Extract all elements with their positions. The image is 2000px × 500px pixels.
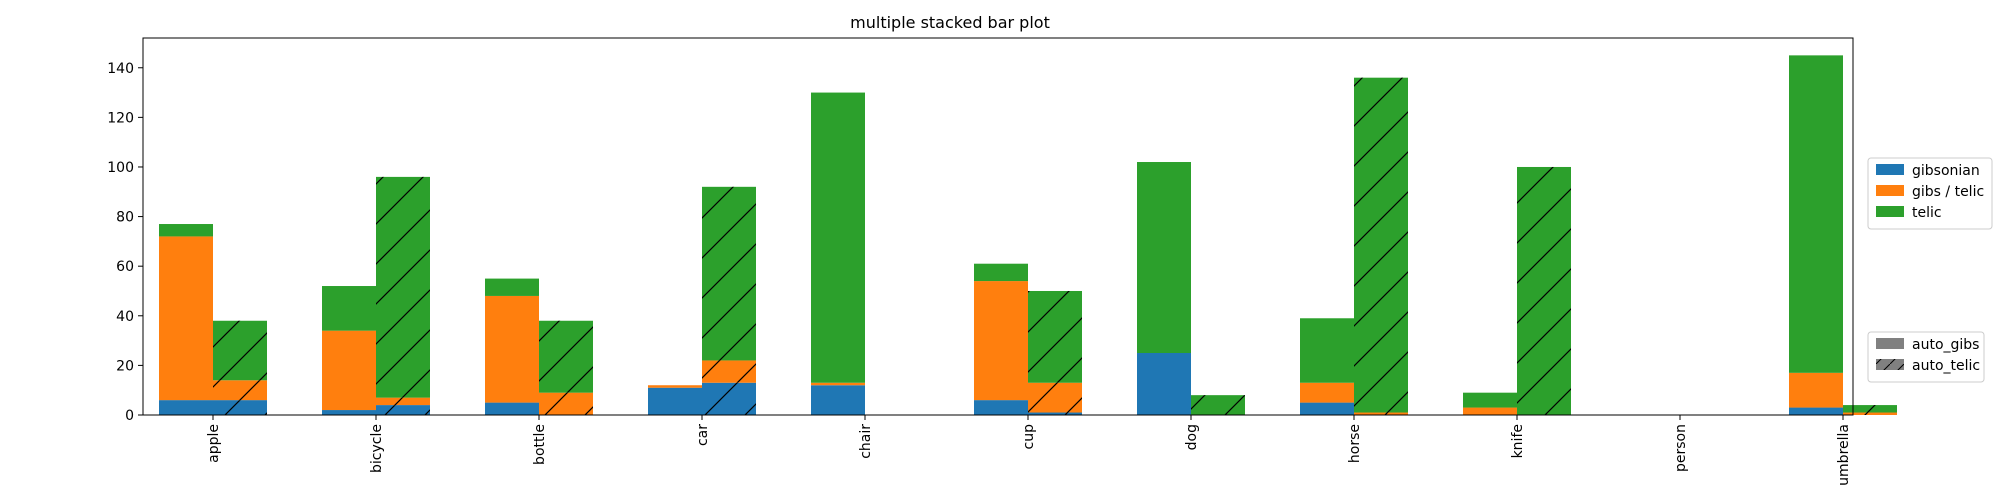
bar-auto-gibs-gibs-telic-knife xyxy=(1463,407,1517,415)
bar-auto-gibs-gibs-telic-bottle xyxy=(485,295,539,403)
bar-auto-gibs-gibsonian-bottle xyxy=(485,402,539,415)
bar-auto-gibs-gibsonian-car xyxy=(648,387,702,415)
bar-auto-gibs-telic-chair xyxy=(811,92,865,383)
x-tick-label-car: car xyxy=(695,424,711,446)
bar-hatch-auto-telic-telic-bicycle xyxy=(376,176,430,398)
bar-auto-gibs-gibsonian-chair xyxy=(811,385,865,415)
y-tick-label-100: 100 xyxy=(107,160,134,176)
x-tick-label-apple: apple xyxy=(206,424,222,463)
bar-auto-gibs-gibsonian-umbrella xyxy=(1789,407,1843,415)
x-tick-label-person: person xyxy=(1673,424,1689,472)
x-axis: apple bicycle bottle car chair cup dog horse kni… xyxy=(206,415,1852,486)
chart-title: multiple stacked bar plot xyxy=(850,13,1050,32)
y-axis: 0 20 40 60 80 100 120 140 xyxy=(107,61,143,424)
bar-auto-gibs-gibs-telic-chair xyxy=(811,382,865,386)
bar-hatch-auto-telic-telic-cup xyxy=(1028,290,1082,383)
bar-hatch-auto-telic-gibs-telic-apple xyxy=(213,380,267,401)
y-tick-label-40: 40 xyxy=(116,309,134,325)
bar-auto-gibs-gibs-telic-bicycle xyxy=(322,330,376,411)
bar-auto-gibs-telic-dog xyxy=(1137,162,1191,353)
bar-auto-gibs-gibsonian-cup xyxy=(974,400,1028,415)
legend-series: gibsonian gibs / telic telic xyxy=(1867,157,1993,230)
bar-auto-gibs-telic-horse xyxy=(1300,318,1354,383)
x-tick-label-bottle: bottle xyxy=(532,424,548,465)
legend-label-auto-telic: auto_telic xyxy=(1912,358,1980,374)
legend-label-telic: telic xyxy=(1912,205,1942,221)
bar-auto-gibs-telic-cup xyxy=(974,263,1028,282)
legend-label-auto-gibs: auto_gibs xyxy=(1912,337,1979,353)
legend-swatch-gibsonian xyxy=(1876,164,1904,175)
bar-hatch-auto-telic-telic-umbrella xyxy=(1843,405,1897,413)
bar-hatch-auto-telic-gibs-telic-horse xyxy=(1354,412,1408,415)
bar-auto-gibs-telic-bottle xyxy=(485,278,539,296)
bar-hatch-auto-telic-gibs-telic-bicycle xyxy=(376,397,430,406)
bar-hatch-auto-telic-telic-dog xyxy=(1191,395,1245,415)
x-tick-label-umbrella: umbrella xyxy=(1836,424,1852,486)
bar-auto-gibs-telic-knife xyxy=(1463,392,1517,408)
bar-auto-gibs-gibsonian-horse xyxy=(1300,402,1354,415)
legend-label-gibs-telic: gibs / telic xyxy=(1912,184,1984,200)
bar-hatch-auto-telic-telic-horse xyxy=(1354,77,1408,413)
bar-hatch-auto-telic-telic-bottle xyxy=(539,320,593,393)
y-tick-label-20: 20 xyxy=(116,358,134,374)
bar-auto-gibs-gibsonian-dog xyxy=(1137,352,1191,415)
y-tick-label-80: 80 xyxy=(116,210,134,226)
x-tick-label-bicycle: bicycle xyxy=(369,424,385,473)
bar-hatch-auto-telic-gibs-telic-cup xyxy=(1028,382,1082,413)
legend-groups: auto_gibs auto_telic xyxy=(1867,331,1985,383)
bar-auto-gibs-gibsonian-apple xyxy=(159,400,213,415)
bar-hatch-auto-telic-gibs-telic-umbrella xyxy=(1843,412,1897,415)
y-tick-label-140: 140 xyxy=(107,61,134,77)
bars-layer xyxy=(159,55,1897,415)
bar-hatch-auto-telic-gibs-telic-bottle xyxy=(539,392,593,415)
x-tick-label-horse: horse xyxy=(1347,424,1363,463)
bar-hatch-auto-telic-gibsonian-car xyxy=(702,382,756,415)
y-tick-label-0: 0 xyxy=(125,408,134,424)
x-tick-label-cup: cup xyxy=(1021,424,1037,450)
plot-frame xyxy=(142,37,1854,416)
bar-auto-gibs-gibs-telic-umbrella xyxy=(1789,372,1843,408)
bar-auto-gibs-gibs-telic-apple xyxy=(159,236,213,401)
bar-auto-gibs-telic-umbrella xyxy=(1789,55,1843,373)
bar-auto-gibs-telic-bicycle xyxy=(322,286,376,331)
legend-swatch-auto-telic-hatch xyxy=(1876,359,1904,370)
x-tick-label-knife: knife xyxy=(1510,424,1526,458)
bar-hatch-auto-telic-telic-car xyxy=(702,186,756,361)
bar-auto-gibs-gibs-telic-car xyxy=(648,385,702,388)
bar-auto-gibs-gibs-telic-cup xyxy=(974,281,1028,401)
bar-auto-gibs-telic-apple xyxy=(159,224,213,237)
legend-label-gibsonian: gibsonian xyxy=(1912,163,1980,179)
x-tick-label-dog: dog xyxy=(1184,424,1200,450)
x-tick-label-chair: chair xyxy=(858,424,874,459)
y-tick-label-60: 60 xyxy=(116,259,134,275)
y-tick-label-120: 120 xyxy=(107,110,134,126)
bar-hatch-auto-telic-gibsonian-apple xyxy=(213,400,267,415)
legend-swatch-gibs-telic xyxy=(1876,185,1904,196)
bar-hatch-auto-telic-telic-knife xyxy=(1517,166,1571,415)
bar-hatch-auto-telic-gibsonian-cup xyxy=(1028,412,1082,415)
bar-hatch-auto-telic-gibsonian-bicycle xyxy=(376,405,430,415)
bar-hatch-auto-telic-telic-apple xyxy=(213,320,267,381)
legend-swatch-telic xyxy=(1876,206,1904,217)
bar-auto-gibs-gibsonian-bicycle xyxy=(322,410,376,415)
bar-auto-gibs-gibs-telic-horse xyxy=(1300,382,1354,403)
legend-swatch-auto-gibs xyxy=(1876,338,1904,349)
bar-hatch-auto-telic-gibs-telic-car xyxy=(702,360,756,383)
